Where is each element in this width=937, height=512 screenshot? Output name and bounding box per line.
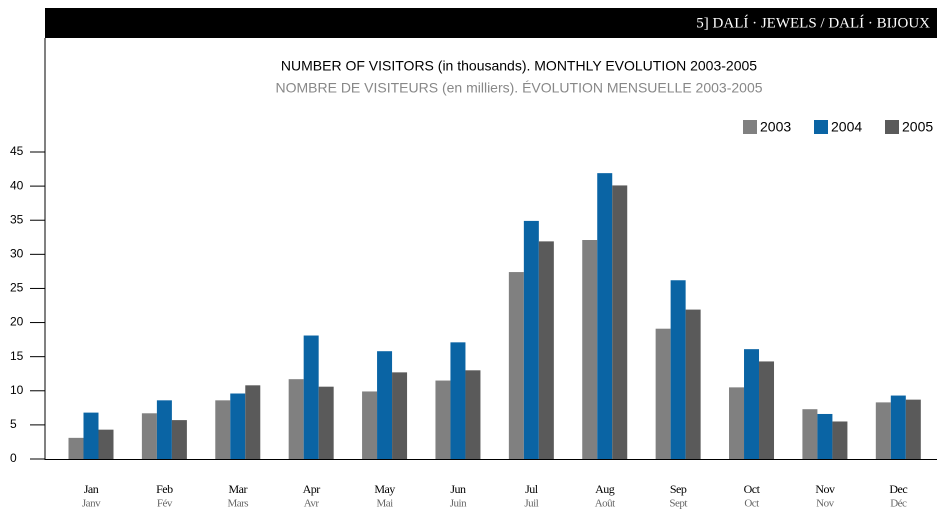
chart-subtitle: NOMBRE DE VISITEURS (en milliers). ÉVOLU… <box>275 80 762 96</box>
bar <box>655 328 671 459</box>
x-tick-label: Feb <box>156 482 173 496</box>
x-tick-label: Aug <box>595 482 615 496</box>
legend-label: 2004 <box>831 119 862 135</box>
bar <box>612 185 628 459</box>
legend-label: 2005 <box>902 119 933 135</box>
bar <box>729 387 745 459</box>
bar <box>802 409 818 459</box>
y-tick-label: 35 <box>10 212 24 226</box>
bar <box>523 220 539 459</box>
bar <box>156 400 172 459</box>
bar <box>508 272 524 459</box>
y-tick-label: 25 <box>10 281 24 295</box>
bar <box>245 385 261 459</box>
legend-swatch <box>814 120 828 134</box>
bar <box>759 361 775 459</box>
bar <box>288 379 304 459</box>
bar <box>377 351 393 459</box>
bar <box>582 240 598 459</box>
x-tick-label-fr: Janv <box>82 498 101 510</box>
bar <box>83 412 99 459</box>
bar <box>230 393 246 459</box>
bar <box>450 342 466 459</box>
header-bar <box>45 8 937 38</box>
x-tick-label-fr: Nov <box>816 498 834 510</box>
bar <box>875 402 891 459</box>
bar <box>832 421 848 459</box>
x-tick-label: Jun <box>450 482 466 496</box>
legend-swatch <box>885 120 899 134</box>
x-tick-label-fr: Juil <box>524 498 538 510</box>
bar <box>465 370 481 459</box>
bar <box>171 420 187 459</box>
x-tick-label: Mar <box>229 482 248 496</box>
x-tick-label: Apr <box>303 482 321 496</box>
x-tick-label: Dec <box>889 482 907 496</box>
bar <box>98 429 114 459</box>
y-tick-label: 30 <box>10 247 24 261</box>
legend-swatch <box>743 120 757 134</box>
y-tick-label: 45 <box>10 144 24 158</box>
bar <box>597 173 613 459</box>
y-tick-label: 15 <box>10 349 24 363</box>
chart-title: NUMBER OF VISITORS (in thousands). MONTH… <box>281 58 757 74</box>
bar <box>538 241 554 459</box>
x-tick-label: Jul <box>525 482 539 496</box>
y-tick-label: 0 <box>10 451 17 465</box>
x-tick-label: May <box>374 482 395 496</box>
x-tick-label-fr: Oct <box>744 498 759 510</box>
x-tick-label: Oct <box>744 482 761 496</box>
bar <box>905 399 921 459</box>
header: 5] DALÍ · JEWELS / DALÍ · BIJOUX <box>696 14 930 31</box>
bar <box>362 391 378 459</box>
bar <box>392 372 408 459</box>
bar <box>68 437 84 459</box>
bar <box>435 380 451 459</box>
x-tick-label-fr: Août <box>595 498 615 510</box>
bar <box>890 395 906 459</box>
x-tick-label: Nov <box>815 482 835 496</box>
bar <box>141 413 157 459</box>
bar <box>744 349 760 459</box>
x-tick-label-fr: Déc <box>890 498 907 510</box>
bar <box>318 386 334 459</box>
y-tick-label: 5 <box>10 417 17 431</box>
bar <box>303 335 319 459</box>
bar <box>817 413 833 459</box>
x-tick-label: Sep <box>670 482 687 496</box>
bar <box>215 400 231 459</box>
y-tick-label: 20 <box>10 315 24 329</box>
bar <box>685 309 701 459</box>
x-tick-label-fr: Mars <box>227 498 248 510</box>
x-tick-label: Jan <box>84 482 99 496</box>
y-tick-label: 40 <box>10 178 24 192</box>
x-tick-label-fr: Juin <box>450 498 467 510</box>
y-tick-label: 10 <box>10 383 24 397</box>
x-tick-label-fr: Mai <box>376 498 393 510</box>
bar <box>670 280 686 459</box>
x-tick-label-fr: Sept <box>669 498 687 510</box>
x-tick-label-fr: Avr <box>304 498 320 510</box>
legend-label: 2003 <box>760 119 791 135</box>
x-tick-label-fr: Fév <box>157 498 173 510</box>
